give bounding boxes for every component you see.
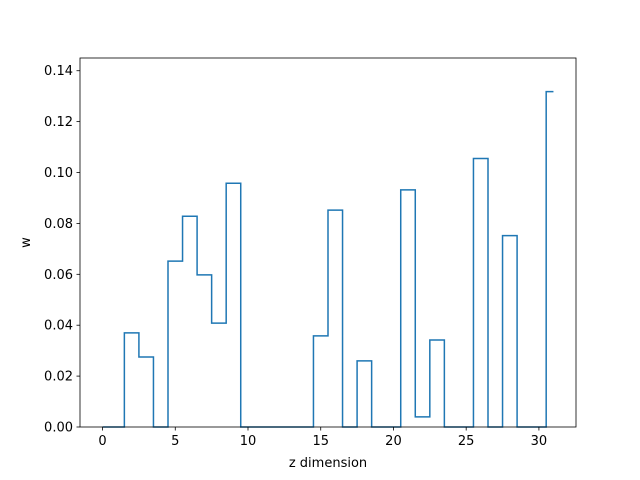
y-tick-label: 0.04: [44, 319, 73, 334]
y-tick-label: 0.12: [44, 115, 73, 130]
x-tick-label: 30: [531, 434, 548, 449]
y-axis-label: w: [19, 237, 34, 248]
x-tick-label: 25: [458, 434, 475, 449]
x-tick-label: 15: [312, 434, 329, 449]
y-axis-ticks: 0.00 0.02 0.04 0.06 0.08 0.10 0.12 0.14: [44, 64, 80, 436]
y-tick-label: 0.06: [44, 268, 73, 283]
x-axis-ticks: 0 5 10 15 20 25 30: [98, 427, 547, 449]
axes-frame: [79, 57, 577, 428]
y-tick-label: 0.02: [44, 370, 73, 385]
y-tick-label: 0.14: [44, 64, 73, 79]
x-tick-label: 5: [171, 434, 179, 449]
y-tick-label: 0.10: [44, 166, 73, 181]
x-tick-label: 10: [240, 434, 257, 449]
plot-area: [102, 90, 554, 428]
series-step-line: [102, 90, 554, 428]
y-tick-label: 0.00: [44, 421, 73, 436]
x-axis-label: z dimension: [289, 456, 367, 471]
x-tick-label: 20: [385, 434, 402, 449]
y-tick-label: 0.08: [44, 217, 73, 232]
x-tick-label: 0: [98, 434, 106, 449]
